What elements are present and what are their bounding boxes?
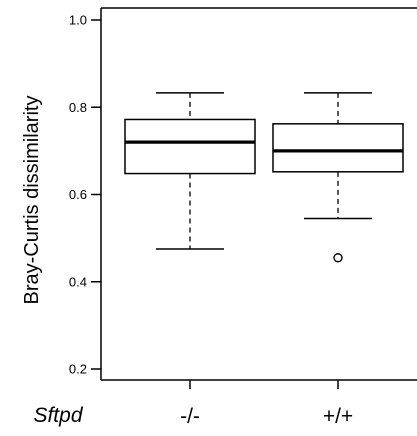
y-axis: 0.2 0.4 0.6 0.8 1.0 — [69, 13, 101, 377]
y-tick-label: 0.2 — [69, 362, 87, 377]
y-tick-label: 0.6 — [69, 187, 87, 202]
box-knockout — [124, 92, 256, 250]
outlier-point — [333, 253, 343, 263]
x-axis: -/- +/+ — [180, 380, 353, 428]
y-tick-label: 0.8 — [69, 100, 87, 115]
y-tick-label: 1.0 — [69, 13, 87, 28]
y-tick-label: 0.4 — [69, 274, 87, 289]
x-tick-label: +/+ — [323, 405, 353, 428]
x-tick-label: -/- — [180, 405, 200, 428]
iqr-box — [272, 123, 404, 173]
iqr-box — [124, 118, 256, 175]
y-axis-label: Bray-Curtis dissimilarity — [21, 96, 43, 305]
box-wildtype — [272, 92, 404, 263]
x-axis-group-label: Sftpd — [33, 404, 83, 427]
boxes — [124, 92, 404, 263]
plot-frame — [100, 7, 417, 381]
